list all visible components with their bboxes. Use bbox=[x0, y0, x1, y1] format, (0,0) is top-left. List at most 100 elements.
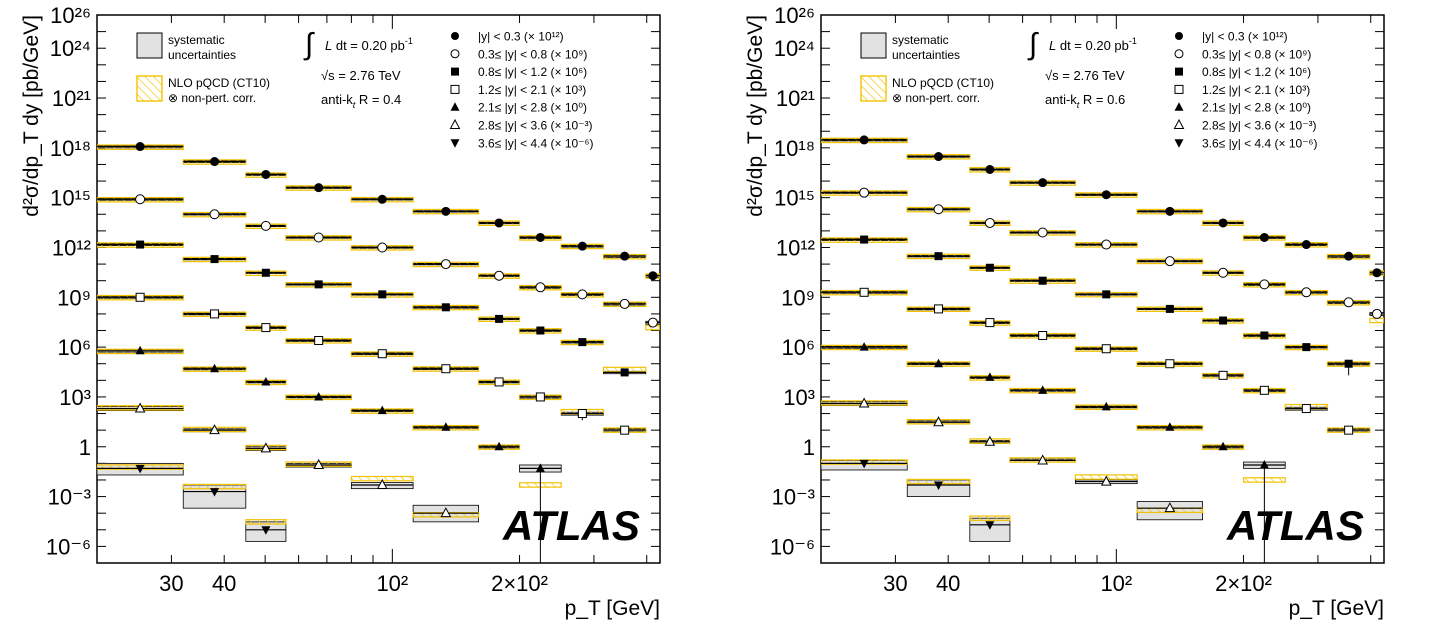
data-point bbox=[134, 402, 146, 413]
data-point bbox=[495, 314, 504, 323]
legend-syst-label-2: uncertainties bbox=[168, 48, 236, 62]
lumi-sup: -1 bbox=[405, 36, 413, 46]
data-point bbox=[1260, 331, 1269, 340]
data-point bbox=[985, 372, 995, 381]
data-point bbox=[860, 235, 869, 244]
data-point bbox=[578, 338, 587, 347]
legend-series-label: 1.2≤ |y| < 2.1 (× 10³) bbox=[478, 83, 586, 97]
data-point bbox=[859, 187, 870, 198]
data-point bbox=[1371, 308, 1382, 319]
algo-label: anti-kt R = 0.6 bbox=[1045, 92, 1125, 110]
data-point bbox=[313, 232, 324, 243]
data-point bbox=[859, 342, 869, 351]
data-point bbox=[494, 377, 504, 387]
legend-series-label: 3.6≤ |y| < 4.4 (× 10⁻⁶) bbox=[478, 136, 593, 150]
data-point bbox=[535, 463, 545, 472]
data-point bbox=[376, 478, 388, 489]
data-point bbox=[535, 392, 545, 402]
data-point bbox=[1101, 190, 1111, 200]
data-point bbox=[135, 464, 145, 474]
x-tick-label: 10² bbox=[1100, 571, 1132, 596]
data-point bbox=[536, 326, 545, 335]
data-point bbox=[859, 135, 869, 145]
data-point bbox=[858, 397, 870, 408]
data-point bbox=[1218, 370, 1228, 380]
data-point bbox=[1259, 279, 1270, 290]
legend-series-label: 2.1≤ |y| < 2.8 (× 10⁰) bbox=[1202, 101, 1311, 115]
legend-marker bbox=[1175, 32, 1183, 40]
legend-series-label: 3.6≤ |y| < 4.4 (× 10⁻⁶) bbox=[1202, 136, 1317, 150]
data-point bbox=[1101, 239, 1112, 250]
data-point bbox=[261, 376, 271, 386]
y-tick-label: 10²⁴ bbox=[774, 36, 815, 61]
algo-r: R = 0.6 bbox=[1079, 92, 1125, 107]
legend-marker bbox=[450, 49, 460, 59]
data-point bbox=[1165, 304, 1174, 313]
data-point bbox=[494, 441, 504, 451]
data-point bbox=[933, 204, 944, 215]
x-axis-title: p_T [GeV] bbox=[1289, 597, 1384, 620]
data-layer bbox=[97, 142, 660, 563]
data-point bbox=[985, 521, 995, 530]
y-tick-label: 10¹⁸ bbox=[50, 136, 91, 161]
y-tick-label: 10³ bbox=[59, 385, 91, 410]
legend-series-label: |y| < 0.3 (× 10¹²) bbox=[1202, 30, 1288, 44]
data-point bbox=[210, 488, 220, 497]
legend-syst-label-1: systematic bbox=[168, 33, 225, 47]
atlas-label: ATLAS bbox=[502, 502, 640, 549]
nlo-band bbox=[1369, 317, 1384, 324]
data-point bbox=[985, 263, 994, 272]
data-point bbox=[314, 280, 323, 289]
y-tick-label: 10⁻⁶ bbox=[46, 534, 91, 559]
lumi-label: L dt = 0.20 pb-1 bbox=[325, 36, 413, 53]
y-tick-label: 10¹² bbox=[52, 235, 91, 260]
sqrts-label: √s = 2.76 TeV bbox=[321, 68, 401, 83]
data-point bbox=[210, 255, 219, 264]
data-point bbox=[261, 526, 271, 535]
data-point bbox=[1164, 256, 1175, 267]
data-point bbox=[934, 152, 944, 162]
y-tick-label: 10²¹ bbox=[776, 86, 815, 111]
data-point bbox=[1344, 359, 1353, 368]
legend-nlo-label-1: NLO pQCD (CT10) bbox=[168, 76, 270, 90]
data-point bbox=[1301, 404, 1311, 414]
data-point bbox=[377, 349, 387, 359]
legend-series-label: 1.2≤ |y| < 2.1 (× 10³) bbox=[1202, 83, 1310, 97]
legend-series-label: 2.8≤ |y| < 3.6 (× 10⁻³) bbox=[1202, 119, 1317, 133]
data-point bbox=[1301, 240, 1311, 250]
y-tick-label: 10¹⁸ bbox=[774, 136, 815, 161]
legend-marker bbox=[1174, 139, 1184, 148]
data-point bbox=[1259, 385, 1269, 395]
algo-sub: t bbox=[1077, 100, 1080, 110]
plot-frame bbox=[820, 14, 1385, 564]
legend-marker bbox=[1174, 49, 1184, 59]
legend-syst-swatch bbox=[860, 32, 887, 59]
lumi-rest: dt = 0.20 pb bbox=[1056, 38, 1129, 53]
chart-panel-right: 10²⁶ 10²⁴ 10²¹ 10¹⁸ 10¹⁵ 10¹² 10⁹ 10⁶ 10³ 1 10⁻³ 10… bbox=[724, 0, 1447, 632]
algo-label: anti-kt R = 0.4 bbox=[321, 92, 401, 110]
data-point bbox=[859, 459, 869, 469]
data-point bbox=[648, 271, 658, 281]
data-point bbox=[985, 164, 995, 174]
data-point bbox=[1372, 268, 1382, 278]
data-point bbox=[1164, 502, 1176, 513]
data-point bbox=[260, 442, 272, 453]
legend-marker bbox=[450, 139, 460, 148]
data-point bbox=[1102, 290, 1111, 299]
data-point bbox=[377, 405, 387, 415]
legend-nlo-label-2: ⊗ non-pert. corr. bbox=[892, 91, 980, 105]
y-tick-label: 10⁻³ bbox=[48, 485, 91, 510]
data-point bbox=[209, 209, 220, 220]
chart-panel-left: 10²⁶ 10²⁴ 10²¹ 10¹⁸ 10¹⁵ 10¹² 10⁹ 10⁶ 10³ 1 10⁻³ 10… bbox=[0, 0, 723, 632]
data-point bbox=[377, 242, 388, 253]
chart-right: 10²⁶ 10²⁴ 10²¹ 10¹⁸ 10¹⁵ 10¹² 10⁹ 10⁶ 10³ 1 10⁻³ 10… bbox=[744, 3, 1385, 620]
y-tick-label: 1 bbox=[79, 435, 91, 460]
legend-syst-label-2: uncertainties bbox=[892, 48, 960, 62]
data-point bbox=[1101, 344, 1111, 354]
data-point bbox=[859, 287, 869, 297]
nlo-band bbox=[245, 519, 287, 525]
data-layer bbox=[821, 135, 1384, 563]
legend-marker bbox=[451, 67, 459, 76]
legend-marker bbox=[1174, 84, 1184, 94]
data-point bbox=[1302, 343, 1311, 352]
